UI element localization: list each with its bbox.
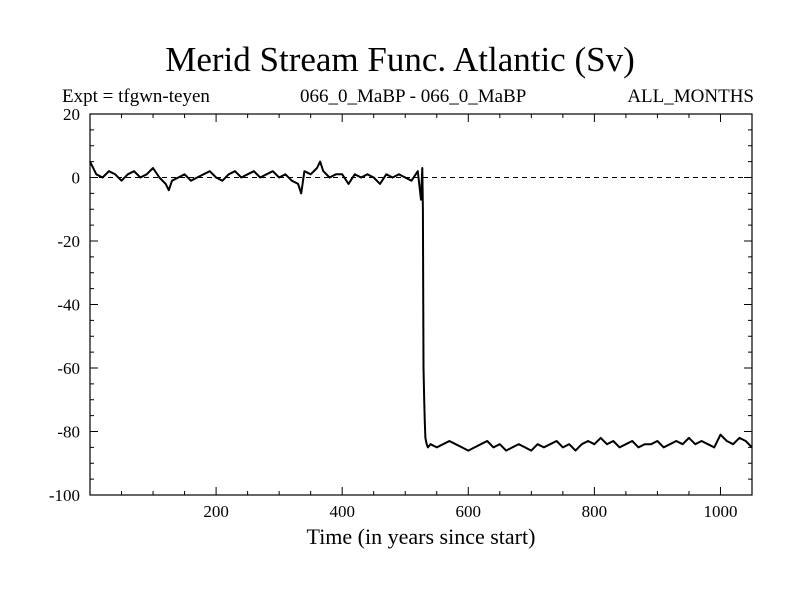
y-tick-label: 0	[72, 169, 81, 188]
x-tick-label: 1000	[703, 502, 737, 521]
series-layer	[89, 160, 753, 452]
period-label: 066_0_MaBP - 066_0_MaBP	[300, 86, 527, 107]
plot-frame	[89, 113, 753, 496]
y-tick-label: 20	[63, 105, 80, 124]
y-tick-label: -40	[57, 296, 80, 315]
y-tick-label: -80	[57, 423, 80, 442]
y-tick-label: -20	[57, 232, 80, 251]
experiment-label: Expt = tfgwn-teyen	[62, 86, 210, 107]
y-tick-label: -100	[49, 486, 80, 505]
x-tick-label: 400	[329, 502, 355, 521]
months-label: ALL_MONTHS	[627, 86, 754, 107]
x-axis-label: Time (in years since start)	[306, 524, 536, 549]
series-line	[89, 160, 753, 452]
x-tick-label: 800	[582, 502, 608, 521]
y-tick-label: -60	[57, 359, 80, 378]
x-tick-label: 200	[203, 502, 229, 521]
chart-title: Merid Stream Func. Atlantic (Sv)	[165, 40, 635, 79]
x-tick-label: 600	[456, 502, 482, 521]
